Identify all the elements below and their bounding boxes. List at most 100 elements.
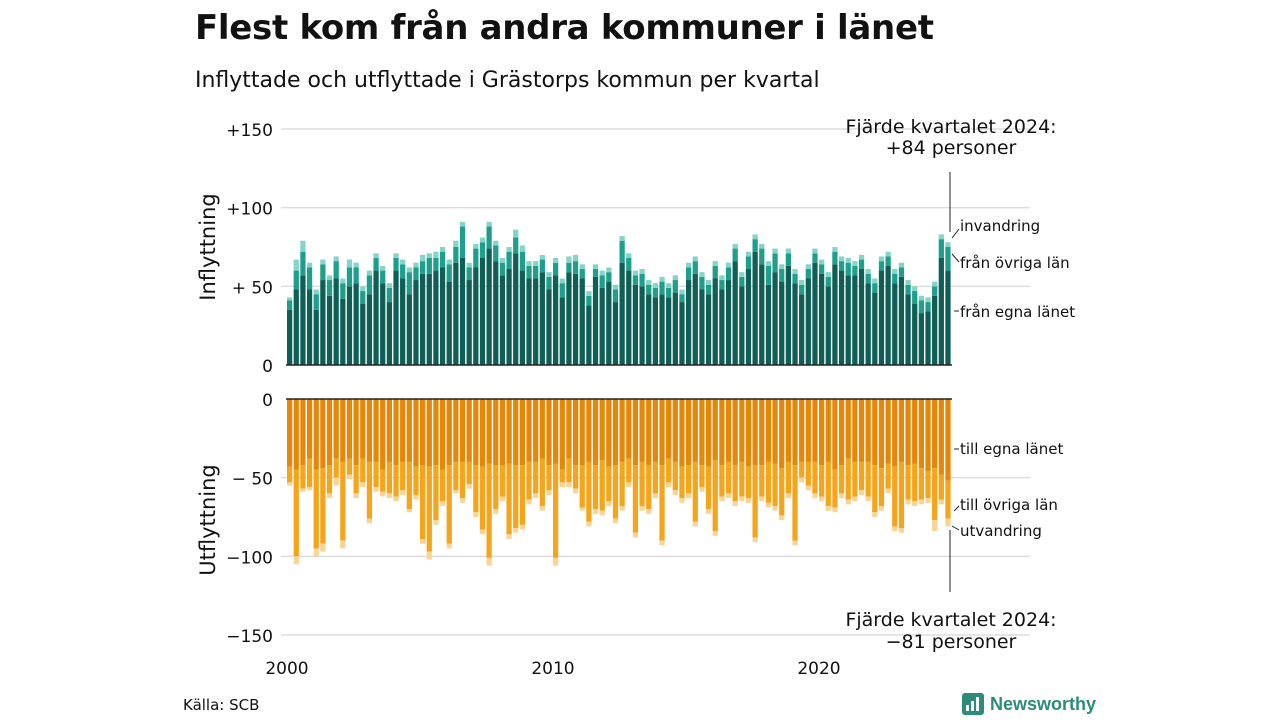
bar-out-other-county [832, 469, 838, 508]
bar-out-emigration [426, 551, 432, 560]
bar-out-other-county [745, 466, 752, 499]
bar-in-own-county [785, 265, 791, 365]
bar-in-other-county [386, 287, 392, 303]
y-tick-label-top: + 50 [232, 278, 273, 298]
bar-in-own-county [666, 297, 672, 365]
bar-in-own-county [912, 303, 918, 365]
bar-out-other-county [619, 461, 625, 506]
bar-out-other-county [872, 465, 878, 513]
bar-in-immigration [632, 270, 639, 276]
bar-in-immigration [679, 289, 685, 295]
bar-out-other-county [293, 469, 299, 557]
bar-out-other-county [938, 474, 944, 500]
bar-out-emigration [646, 509, 652, 514]
bar-out-other-county [646, 465, 652, 510]
bar-in-other-county [346, 267, 353, 287]
bar-out-own-county [466, 399, 472, 462]
bar-in-immigration [752, 234, 758, 240]
bar-out-other-county [765, 461, 772, 503]
bar-in-other-county [539, 259, 545, 273]
bar-out-own-county [572, 399, 579, 466]
bar-in-other-county [533, 265, 539, 279]
bar-out-other-county [400, 461, 406, 491]
bar-out-emigration [599, 510, 605, 516]
bar-in-other-county [652, 287, 658, 298]
bar-out-other-county [313, 469, 319, 549]
bar-in-own-county [612, 302, 619, 365]
bar-out-emigration [592, 509, 599, 514]
annotation-bottom-line1: Fjärde kvartalet 2024: [845, 609, 1056, 631]
bar-out-emigration [393, 496, 399, 502]
bar-out-other-county [306, 458, 313, 488]
bar-in-other-county [333, 261, 339, 279]
bar-in-immigration [619, 235, 625, 241]
bar-in-immigration [745, 251, 752, 257]
bar-out-emigration [699, 487, 705, 492]
bar-out-other-county [459, 461, 466, 499]
bar-in-own-county [287, 309, 293, 365]
bar-in-own-county [539, 272, 545, 365]
bar-in-other-county [878, 261, 885, 271]
bar-out-emigration [632, 532, 639, 538]
bar-out-own-county [812, 399, 818, 462]
bar-in-immigration [659, 276, 665, 282]
bar-out-other-county [865, 461, 871, 497]
bar-out-emigration [466, 483, 472, 489]
bar-in-other-county [466, 267, 472, 281]
bar-out-other-county [592, 465, 599, 510]
bar-in-immigration [300, 240, 306, 252]
bar-out-own-county [898, 399, 905, 462]
y-axis-title-top: Inflyttning [196, 193, 220, 300]
bar-in-immigration [400, 259, 406, 265]
bar-out-other-county [579, 465, 585, 508]
bar-out-other-county [366, 461, 373, 519]
bar-out-emigration [439, 501, 446, 506]
bar-in-other-county [805, 269, 811, 279]
bar-out-emigration [619, 505, 625, 511]
bar-out-other-county [499, 465, 506, 497]
bar-out-other-county [845, 458, 851, 500]
brand-logo: Newsworthy [962, 693, 1096, 715]
bar-out-emigration [785, 493, 791, 499]
bar-out-emigration [812, 493, 818, 499]
bar-in-immigration [838, 256, 845, 262]
bar-out-own-county [932, 399, 938, 469]
bar-in-other-county [572, 261, 579, 274]
bar-in-immigration [386, 283, 392, 288]
bar-out-other-county [739, 461, 745, 497]
bar-out-emigration [705, 509, 712, 514]
bar-in-immigration [506, 247, 512, 252]
bar-out-emigration [918, 499, 924, 505]
bar-out-emigration [340, 540, 346, 549]
bar-out-emigration [692, 521, 698, 527]
bar-out-emigration [453, 490, 459, 494]
bar-out-other-county [300, 465, 306, 489]
bar-in-own-county [599, 287, 605, 365]
bar-in-immigration [592, 264, 599, 270]
bar-in-immigration [905, 280, 911, 285]
bar-out-emigration [752, 537, 758, 543]
bar-out-emigration [672, 490, 678, 495]
bar-out-own-county [619, 399, 625, 462]
bar-out-emigration [499, 496, 506, 502]
bar-in-other-county [559, 283, 565, 298]
bar-in-other-county [513, 237, 519, 254]
bar-out-own-county [712, 399, 718, 461]
bar-out-own-county [878, 399, 885, 469]
bar-out-other-county [932, 468, 938, 521]
bar-in-immigration [493, 240, 499, 246]
bar-out-own-county [306, 399, 313, 459]
bar-out-own-county [752, 399, 758, 466]
bar-out-emigration [333, 477, 339, 486]
bar-out-emigration [300, 488, 306, 492]
bar-in-other-county [918, 300, 924, 314]
bar-out-emigration [586, 521, 592, 527]
bar-out-emigration [799, 477, 805, 483]
bar-in-other-county [426, 258, 432, 274]
bar-out-emigration [539, 505, 545, 511]
bar-in-other-county [380, 270, 386, 284]
bar-out-own-county [300, 399, 306, 466]
bar-in-other-county [752, 239, 758, 252]
bar-in-other-county [945, 247, 951, 271]
bar-in-own-county [313, 309, 319, 365]
